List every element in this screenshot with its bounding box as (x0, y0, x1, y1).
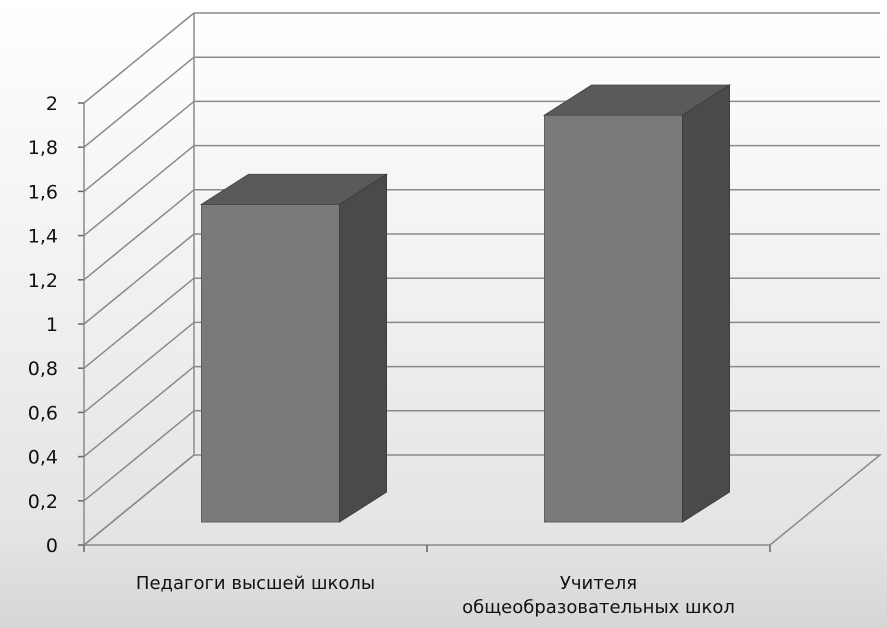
y-tick-label: 2 (46, 93, 58, 115)
y-tick-label: 0,2 (28, 491, 58, 513)
gridline-side (83, 145, 195, 237)
y-tick-label: 0 (46, 535, 58, 557)
gridline-side (83, 233, 195, 325)
bar-front (201, 203, 340, 523)
y-tick-label: 1,6 (28, 181, 58, 203)
bar-side (339, 173, 387, 523)
bar-side (682, 84, 730, 523)
y-tick-label: 1,8 (28, 137, 58, 159)
bar-front (544, 114, 683, 523)
x-category-label: Педагоги высшей школы (136, 573, 375, 594)
y-tick-label: 0,4 (28, 447, 58, 469)
y-tick-label: 1,2 (28, 270, 58, 292)
x-category-label: общеобразовательных школ (462, 597, 735, 618)
gridline-side (83, 410, 195, 502)
y-tick-label: 1,4 (28, 226, 58, 248)
gridline-side (83, 454, 195, 546)
gridline-side (83, 277, 195, 369)
gridline-side (83, 321, 195, 413)
gridline-side (83, 56, 195, 148)
y-tick-label: 0,6 (28, 402, 58, 424)
gridline-side (83, 189, 195, 281)
x-category-label: Учителя (560, 573, 637, 594)
y-tick-label: 0,8 (28, 358, 58, 380)
gridline-side (83, 366, 195, 458)
y-tick-label: 1 (46, 314, 58, 336)
gridline-side (83, 12, 195, 104)
gridline-side (83, 100, 195, 192)
